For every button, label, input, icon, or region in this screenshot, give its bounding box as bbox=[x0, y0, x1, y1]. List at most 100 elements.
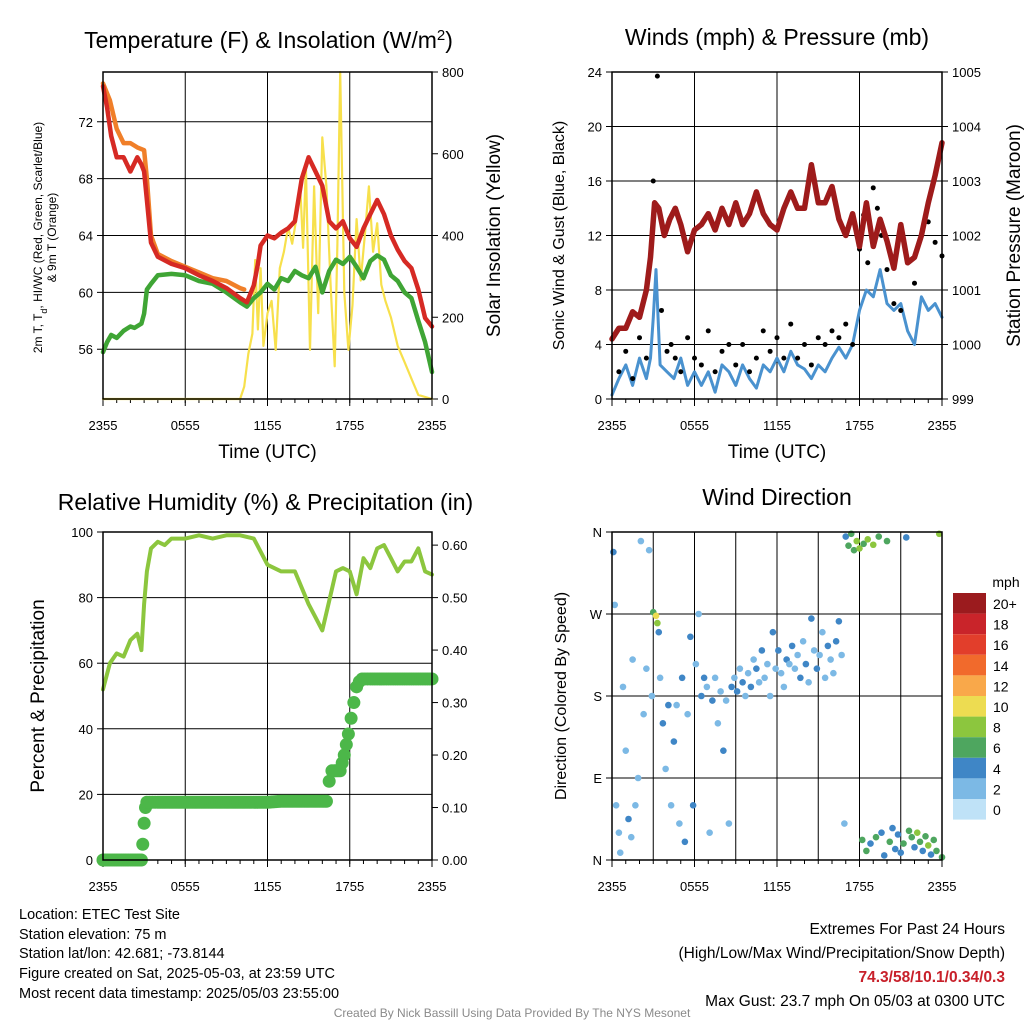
y-tick-label: 20 bbox=[588, 120, 602, 135]
direction-point bbox=[827, 656, 834, 663]
precip-marker bbox=[337, 748, 351, 762]
y-axis-label: 2m T, Td, HI/WC (Red, Green, Scarlet/Blu… bbox=[31, 122, 49, 353]
direction-point bbox=[610, 548, 617, 556]
legend-swatch bbox=[953, 737, 986, 758]
gust-marker bbox=[726, 342, 732, 347]
direction-point bbox=[872, 833, 880, 841]
y-tick-label: 16 bbox=[588, 174, 602, 189]
direction-point bbox=[733, 688, 741, 695]
max-gust: Max Gust: 23.7 mph On 05/03 at 0300 UTC bbox=[705, 993, 1005, 1010]
y-tick-label: 4 bbox=[595, 338, 602, 353]
direction-point bbox=[816, 651, 823, 659]
y-axis-label: Direction (Colored By Speed) bbox=[553, 592, 570, 800]
legend-label: 20+ bbox=[993, 596, 1017, 612]
direction-point bbox=[905, 827, 913, 835]
plot-frame bbox=[611, 531, 943, 861]
direction-point bbox=[612, 802, 620, 809]
x-tick-label: 0555 bbox=[680, 879, 709, 894]
legend-swatch bbox=[953, 778, 986, 799]
y2-tick-label: 1002 bbox=[952, 229, 981, 244]
direction-point bbox=[883, 537, 891, 545]
y2-tick-label: 600 bbox=[442, 147, 464, 162]
direction-point bbox=[780, 683, 788, 691]
x-tick-label: 2355 bbox=[928, 879, 957, 894]
extremes-values: 74.3/58/10.1/0.34/0.3 bbox=[858, 969, 1005, 986]
legend-label: 10 bbox=[993, 699, 1009, 715]
gust-marker bbox=[630, 376, 636, 382]
y-tick-label: 60 bbox=[79, 285, 93, 300]
plot-frame bbox=[102, 71, 433, 400]
humidity-line bbox=[101, 533, 434, 692]
gust-marker bbox=[623, 348, 629, 354]
direction-point bbox=[744, 669, 752, 677]
direction-point bbox=[687, 633, 694, 641]
legend-label: 0 bbox=[993, 802, 1001, 818]
gust-marker bbox=[802, 342, 807, 347]
direction-point bbox=[819, 628, 826, 636]
precip-marker bbox=[319, 794, 333, 808]
y2-tick-label: 1000 bbox=[952, 338, 981, 353]
direction-point bbox=[640, 710, 647, 718]
direction-point bbox=[845, 542, 852, 549]
y-tick-label: E bbox=[593, 771, 602, 786]
y-tick-label: 100 bbox=[71, 525, 93, 540]
direction-point bbox=[842, 533, 850, 540]
gust-marker bbox=[650, 178, 656, 184]
y-tick-label: 64 bbox=[79, 229, 93, 244]
direction-point bbox=[777, 669, 785, 677]
recent-timestamp: Most recent data timestamp: 2025/05/03 2… bbox=[19, 985, 340, 1002]
precip-marker bbox=[339, 738, 353, 752]
y2-tick-label: 800 bbox=[442, 65, 464, 80]
direction-point bbox=[911, 843, 918, 851]
direction-point bbox=[766, 692, 774, 700]
x-tick-label: 1755 bbox=[845, 879, 874, 894]
gust-marker bbox=[891, 301, 897, 307]
y-tick-label: N bbox=[593, 525, 602, 540]
direction-point bbox=[676, 820, 683, 827]
direction-point bbox=[629, 656, 636, 663]
direction-point bbox=[637, 537, 645, 545]
direction-point bbox=[775, 647, 782, 654]
y-tick-label: 72 bbox=[79, 115, 93, 130]
direction-point bbox=[891, 845, 899, 853]
gust-marker bbox=[719, 348, 725, 354]
gust-marker bbox=[865, 260, 871, 266]
gust-marker bbox=[637, 335, 642, 341]
legend-label: 2 bbox=[993, 781, 1001, 797]
direction-point bbox=[632, 802, 639, 809]
direction-point bbox=[835, 617, 843, 625]
gust-marker bbox=[705, 328, 711, 334]
extremes-legend: (High/Low/Max Wind/Precipitation/Snow De… bbox=[678, 945, 1006, 962]
figure-created: Figure created on Sat, 2025-05-03, at 23… bbox=[19, 966, 335, 983]
direction-point bbox=[810, 647, 818, 654]
gust-marker bbox=[898, 307, 904, 313]
y2-tick-label: 0.20 bbox=[442, 748, 467, 763]
gust-marker bbox=[767, 348, 773, 354]
direction-point bbox=[703, 683, 711, 691]
y-tick-label: W bbox=[590, 607, 603, 622]
y2-tick-label: 200 bbox=[442, 310, 464, 325]
x-tick-label: 0555 bbox=[171, 879, 200, 894]
direction-point bbox=[769, 628, 777, 636]
direction-point bbox=[764, 660, 771, 668]
gust-marker bbox=[870, 185, 876, 191]
y2-tick-label: 0.60 bbox=[442, 538, 467, 553]
direction-point bbox=[731, 674, 738, 682]
x-tick-label: 1155 bbox=[254, 879, 282, 894]
direction-point bbox=[832, 638, 840, 645]
x-tick-label: 2355 bbox=[928, 418, 957, 433]
chart-title: Wind Direction bbox=[702, 484, 852, 510]
direction-point bbox=[864, 535, 872, 543]
direction-point bbox=[753, 665, 760, 672]
direction-point bbox=[821, 674, 829, 682]
direction-point bbox=[894, 831, 902, 838]
direction-point bbox=[880, 852, 888, 859]
direction-point bbox=[720, 747, 727, 754]
y-tick-label: N bbox=[593, 853, 602, 868]
direction-point bbox=[755, 679, 763, 686]
legend-label: 14 bbox=[993, 658, 1009, 674]
gust-marker bbox=[815, 335, 821, 341]
legend-label: 18 bbox=[993, 617, 1009, 633]
y2-tick-label: 999 bbox=[952, 392, 974, 407]
gust-marker bbox=[668, 342, 674, 347]
